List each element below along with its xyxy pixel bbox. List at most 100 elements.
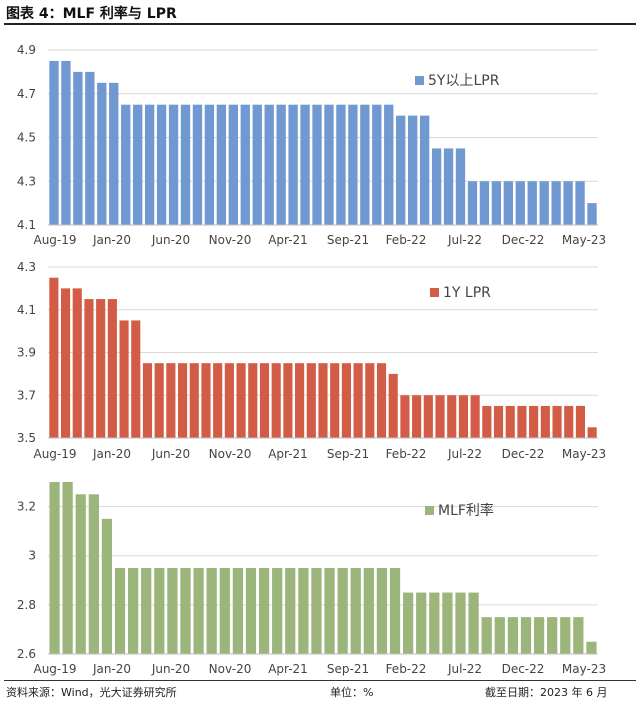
bar xyxy=(271,363,281,438)
bar xyxy=(298,568,309,654)
x-tick-label: Dec-22 xyxy=(502,662,545,676)
bar xyxy=(75,494,86,654)
x-tick-label: May-23 xyxy=(562,662,606,676)
bar xyxy=(201,363,211,438)
y-tick-label: 2.6 xyxy=(17,647,36,661)
bar xyxy=(481,617,492,654)
bar xyxy=(470,395,480,438)
bar xyxy=(97,82,107,225)
y-tick-label: 3.5 xyxy=(17,431,36,445)
bar xyxy=(573,617,584,654)
bar xyxy=(300,104,310,225)
bar xyxy=(60,288,71,438)
bar xyxy=(336,104,346,225)
bar xyxy=(85,71,95,225)
bar xyxy=(423,395,433,438)
bar xyxy=(318,363,328,438)
chart-1y-lpr: 3.5 3.7 3.9 4.1 4.3 Aug-19 Jan-20 Jun-20 Nov-20 A… xyxy=(0,255,640,465)
y-tick-label: 2.8 xyxy=(17,598,36,612)
bar xyxy=(224,363,234,438)
x-tick-label: Jun-20 xyxy=(151,233,190,247)
bar xyxy=(156,104,167,225)
bar xyxy=(166,363,176,438)
bar xyxy=(455,592,466,654)
bar xyxy=(168,104,179,225)
bar xyxy=(503,181,513,225)
x-tick-label: Apr-21 xyxy=(268,447,308,461)
x-tick-label: May-23 xyxy=(562,447,606,461)
bar xyxy=(73,71,83,225)
x-tick-label: Sep-21 xyxy=(327,233,369,247)
bar xyxy=(350,568,361,654)
bar xyxy=(193,568,204,654)
bar xyxy=(324,568,335,654)
bar xyxy=(240,104,250,225)
bar xyxy=(389,568,401,654)
bar xyxy=(107,299,117,438)
chart-mlf-svg: 2.6 2.8 3 3.2 Aug-19 Jan-20 Jun-20 Nov-20 Apr-21… xyxy=(17,482,606,676)
bar xyxy=(507,617,518,654)
x-tick-label: Feb-22 xyxy=(386,447,427,461)
bar xyxy=(228,104,238,225)
bar xyxy=(527,181,537,225)
y-tick-label: 4.3 xyxy=(17,260,36,274)
title-rule xyxy=(4,23,636,25)
x-tick-label: Dec-22 xyxy=(502,233,545,247)
bar xyxy=(515,181,525,225)
footer-rule xyxy=(4,680,636,681)
bar xyxy=(435,395,445,438)
x-tick-label: Jul-22 xyxy=(447,662,482,676)
x-tick-label: Jun-20 xyxy=(151,662,190,676)
legend-label: 5Y以上LPR xyxy=(428,73,500,89)
bar xyxy=(252,104,262,225)
bar xyxy=(482,405,492,438)
x-tick-label: Apr-21 xyxy=(268,233,308,247)
bar xyxy=(443,148,454,225)
bar xyxy=(575,405,586,438)
bar xyxy=(564,405,574,438)
bar xyxy=(312,104,322,225)
bar xyxy=(360,104,370,225)
bar xyxy=(288,104,298,225)
x-tick-label: Nov-20 xyxy=(209,662,252,676)
bar xyxy=(337,568,348,654)
x-tick-label: Apr-21 xyxy=(268,662,308,676)
bar xyxy=(540,405,550,438)
bar xyxy=(88,494,99,654)
footer-source: 资料来源：Wind，光大证券研究所 xyxy=(6,686,177,699)
bar xyxy=(365,363,375,438)
x-tick-label: Sep-21 xyxy=(327,447,369,461)
bar xyxy=(560,617,571,654)
legend-label: 1Y LPR xyxy=(443,285,491,301)
bar xyxy=(479,181,490,225)
x-tick-label: Jun-20 xyxy=(151,447,190,461)
x-tick-label: Jul-22 xyxy=(447,447,482,461)
bar xyxy=(384,104,394,225)
bar xyxy=(491,181,502,225)
bar xyxy=(396,115,406,225)
legend-swatch xyxy=(430,288,439,297)
bar xyxy=(133,104,143,225)
bar xyxy=(245,568,257,654)
y-tick-label: 4.9 xyxy=(17,43,36,57)
bar xyxy=(547,617,558,654)
bar xyxy=(258,568,270,654)
y-tick-label: 4.1 xyxy=(17,303,36,317)
bar xyxy=(388,373,398,438)
chart-mlf: 2.6 2.8 3 3.2 Aug-19 Jan-20 Jun-20 Nov-20 Apr-21… xyxy=(0,470,640,678)
y-tick-label: 4.1 xyxy=(17,218,36,232)
bar xyxy=(324,104,334,225)
bar xyxy=(61,60,71,225)
legend-label: MLF利率 xyxy=(438,502,494,519)
bar xyxy=(429,592,440,654)
bar xyxy=(84,299,94,438)
bar xyxy=(551,181,561,225)
bar xyxy=(154,568,165,654)
bar xyxy=(447,395,457,438)
bar xyxy=(372,104,382,225)
bar xyxy=(178,363,188,438)
bar xyxy=(49,277,59,438)
footer-unit: 单位：% xyxy=(330,686,374,699)
bar xyxy=(213,363,223,438)
bar xyxy=(128,568,139,654)
